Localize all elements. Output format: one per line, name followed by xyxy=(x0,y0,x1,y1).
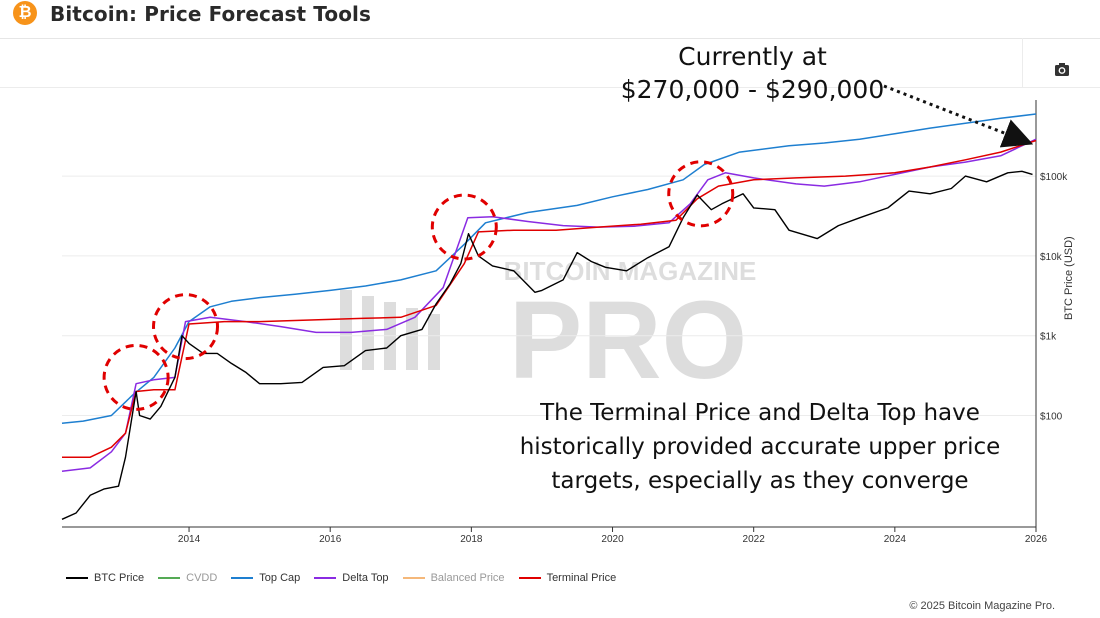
watermark-bar xyxy=(362,296,374,370)
toolbar-divider xyxy=(1022,38,1023,87)
camera-button[interactable] xyxy=(1048,58,1076,82)
legend-label-btc-price: BTC Price xyxy=(94,572,145,584)
highlight-circle xyxy=(430,193,498,261)
highlight-circle xyxy=(102,343,170,411)
watermark-bar xyxy=(428,314,440,370)
x-tick-label: 2024 xyxy=(884,534,907,545)
y-axis-title: BTC Price (USD) xyxy=(1063,236,1075,320)
legend-swatch-balanced-price xyxy=(402,577,425,579)
legend-swatch-terminal-price xyxy=(518,577,541,579)
legend-item-terminal-price[interactable]: Terminal Price xyxy=(518,572,617,584)
header-bar: ₿ Bitcoin: Price Forecast Tools xyxy=(0,0,1100,39)
series-line-terminal-price xyxy=(62,139,1037,458)
x-tick-label: 2026 xyxy=(1025,534,1048,545)
legend-label-cvdd: CVDD xyxy=(186,572,218,584)
watermark-text-pro: PRO xyxy=(509,279,747,402)
highlight-circle xyxy=(152,293,220,361)
annotation-bottom-line1: The Terminal Price and Delta Top have xyxy=(540,400,980,426)
legend-label-terminal-price: Terminal Price xyxy=(546,572,617,584)
x-tick-label: 2020 xyxy=(601,534,624,545)
legend-label-balanced-price: Balanced Price xyxy=(430,572,505,584)
legend-label-delta-top: Delta Top xyxy=(342,572,389,584)
legend-label-top-cap: Top Cap xyxy=(259,572,301,584)
copyright-notice: © 2025 Bitcoin Magazine Pro. xyxy=(909,600,1055,612)
legend-swatch-cvdd xyxy=(158,577,181,579)
x-tick-label: 2016 xyxy=(319,534,342,545)
series-line-top-cap xyxy=(61,113,1037,424)
legend-item-btc-price[interactable]: BTC Price xyxy=(66,572,144,584)
legend-swatch-btc-price xyxy=(66,577,88,579)
toolbar-bottom-border xyxy=(0,87,1100,88)
legend-item-delta-top[interactable]: Delta Top xyxy=(314,572,389,584)
legend-item-cvdd[interactable]: CVDD xyxy=(158,572,217,584)
legend-swatch-delta-top xyxy=(314,577,337,579)
watermark-text-top: BITCOIN MAGAZINE xyxy=(504,256,757,286)
annotation-bottom-line2: historically provided accurate upper pri… xyxy=(519,434,1001,460)
y-tick-label: $100k xyxy=(1040,172,1068,183)
page-title: Bitcoin: Price Forecast Tools xyxy=(50,2,371,26)
highlight-circle xyxy=(667,160,735,228)
bitcoin-logo-icon: ₿ xyxy=(13,1,37,25)
y-tick-label: $100 xyxy=(1040,411,1063,422)
y-tick-label: $1k xyxy=(1040,332,1057,343)
legend-item-balanced-price[interactable]: Balanced Price xyxy=(402,572,505,584)
annotation-top-line2: $270,000 - $290,000 xyxy=(620,75,885,104)
current-range-annotation: Currently at $270,000 - $290,000 xyxy=(600,40,905,106)
x-tick-label: 2018 xyxy=(460,534,483,545)
annotation-bottom-line3: targets, especially as they converge xyxy=(551,468,969,494)
annotation-top-line1: Currently at xyxy=(678,42,827,71)
legend-swatch-top-cap xyxy=(231,577,254,579)
watermark-bar xyxy=(340,290,352,370)
camera-icon xyxy=(1055,63,1069,76)
legend-item-top-cap[interactable]: Top Cap xyxy=(231,572,300,584)
y-tick-label: $10k xyxy=(1040,252,1063,263)
x-tick-label: 2022 xyxy=(743,534,766,545)
series-line-btc-price xyxy=(61,170,1033,520)
chart-legend: BTC Price CVDD Top Cap Delta Top Balance… xyxy=(66,572,630,584)
watermark-bar xyxy=(406,308,418,370)
x-tick-label: 2014 xyxy=(178,534,201,545)
convergence-annotation: The Terminal Price and Delta Top have hi… xyxy=(500,396,1020,498)
